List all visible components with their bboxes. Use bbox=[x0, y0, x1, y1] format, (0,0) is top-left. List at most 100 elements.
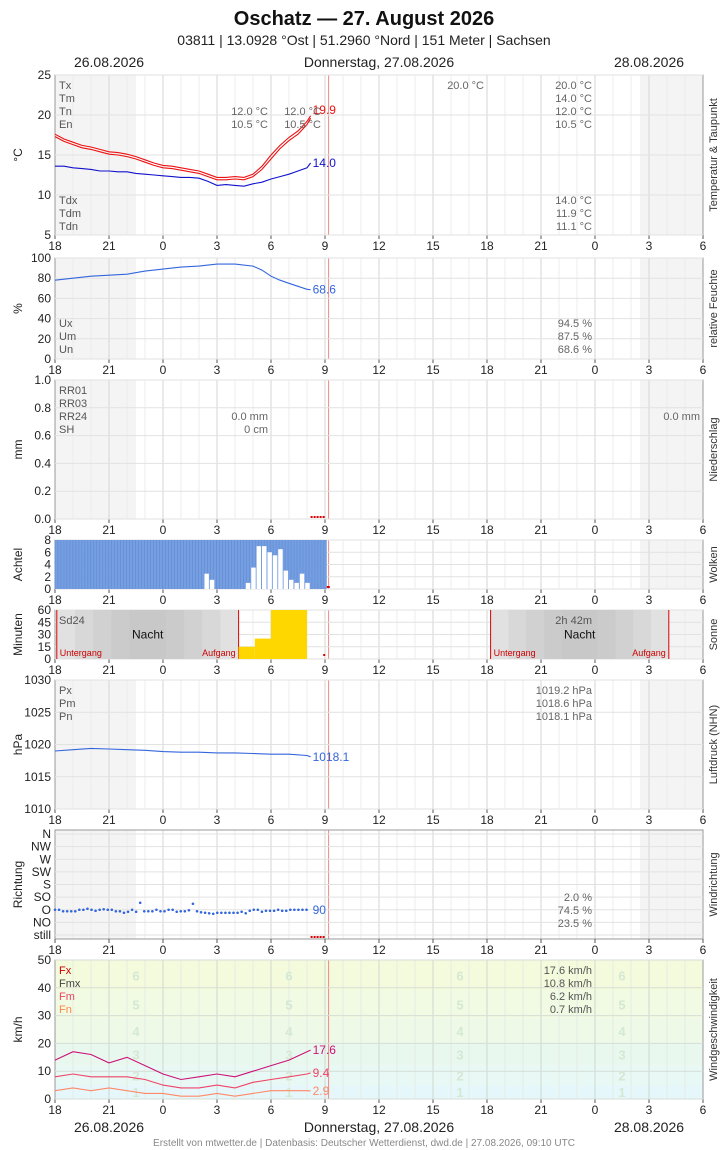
pressure-stat-label: Pm bbox=[59, 698, 76, 710]
wind-direction-point bbox=[82, 908, 85, 912]
temperature-stat-label: Tm bbox=[59, 93, 75, 105]
precipitation-night-shade-right bbox=[640, 380, 703, 519]
sunshine-y-axis-label: Minuten bbox=[11, 613, 25, 656]
sunshine-night1-night-gradient bbox=[202, 610, 221, 659]
pressure-x-tick-label: 0 bbox=[160, 813, 167, 827]
temperature-y-tick-label: 5 bbox=[44, 228, 51, 242]
wind_direction-x-tick-label: 6 bbox=[268, 943, 275, 957]
clouds-x-tick-label: 6 bbox=[268, 593, 275, 607]
wind-speed-beaufort-number: 1 bbox=[618, 1085, 625, 1100]
wind-direction-point bbox=[215, 911, 219, 915]
sunshine-bar bbox=[271, 610, 307, 659]
humidity-x-tick-label: 0 bbox=[160, 363, 167, 377]
wind_direction-x-tick-label: 0 bbox=[160, 943, 167, 957]
clouds-clear-gap bbox=[272, 555, 278, 589]
precipitation-day3-rain: 0.0 mm bbox=[663, 411, 700, 423]
wind-direction-missing-marker bbox=[310, 936, 313, 938]
wind-direction-point bbox=[134, 910, 138, 914]
pressure-stat-label: Pn bbox=[59, 711, 72, 723]
wind-direction-point bbox=[61, 909, 65, 913]
wind-direction-point bbox=[272, 909, 276, 913]
wind-speed-stat-label: Fx bbox=[59, 965, 72, 977]
humidity-x-tick-label: 6 bbox=[268, 363, 275, 377]
clouds-clear-gap bbox=[209, 579, 215, 589]
wind-speed-stat-label: Fm bbox=[59, 991, 75, 1003]
wind-speed-beaufort-number: 3 bbox=[285, 1048, 292, 1063]
date-right-bottom: 28.08.2026 bbox=[614, 1119, 684, 1135]
wind-direction-point bbox=[138, 901, 142, 905]
wind_direction-x-tick-label: 21 bbox=[102, 943, 116, 957]
clouds-x-tick-label: 0 bbox=[592, 593, 599, 607]
clouds-y-tick-label: 6 bbox=[44, 545, 51, 559]
humidity-x-tick-label: 21 bbox=[534, 363, 548, 377]
wind-direction-point bbox=[276, 908, 280, 912]
wind-speed-beaufort-number: 6 bbox=[132, 968, 139, 983]
pressure-y-tick-label: 1015 bbox=[24, 770, 51, 784]
wind-direction-missing-marker bbox=[319, 936, 322, 938]
clouds-clear-gap bbox=[294, 582, 299, 589]
wind-direction-point bbox=[98, 908, 101, 912]
wind-direction-point bbox=[73, 909, 77, 913]
humidity-y-tick-label: 100 bbox=[31, 251, 51, 265]
humidity-stat-value: 94.5 % bbox=[558, 318, 592, 330]
pressure-x-tick-label: 18 bbox=[48, 813, 62, 827]
temperature-x-tick-label: 0 bbox=[592, 239, 599, 253]
humidity-stat-value: 87.5 % bbox=[558, 331, 592, 343]
sunshine-night2-night-gradient bbox=[650, 610, 670, 659]
clouds-x-tick-label: 18 bbox=[48, 593, 62, 607]
humidity-x-tick-label: 3 bbox=[646, 363, 653, 377]
clouds-missing-marker bbox=[326, 586, 330, 588]
wind-speed-beaufort-number: 6 bbox=[618, 968, 625, 983]
sunshine-night1-night-gradient bbox=[184, 610, 203, 659]
sunshine-x-tick-label: 9 bbox=[322, 663, 329, 677]
sunshine-night2-night-gradient bbox=[526, 610, 545, 659]
wind-direction-point bbox=[69, 909, 73, 913]
wind-direction-point bbox=[236, 911, 239, 915]
humidity-stat-value: 68.6 % bbox=[558, 344, 592, 356]
precipitation-x-tick-label: 6 bbox=[268, 523, 275, 537]
pressure-x-tick-label: 6 bbox=[268, 813, 275, 827]
precipitation-x-tick-label: 21 bbox=[102, 523, 116, 537]
humidity-x-tick-label: 12 bbox=[372, 363, 386, 377]
precipitation-y-tick-label: 0.0 bbox=[34, 512, 51, 526]
wind-speed-stat-value: 17.6 km/h bbox=[544, 965, 592, 977]
precipitation-y-tick-label: 1.0 bbox=[34, 373, 51, 387]
temperature-stat-day2: 12.0 °C bbox=[284, 106, 321, 118]
sunshine-night1-night-gradient bbox=[93, 610, 112, 659]
clouds-clear-gap bbox=[204, 573, 209, 589]
wind-speed-stat-value: 6.2 km/h bbox=[550, 991, 592, 1003]
wind-direction-stat-value: 2.0 % bbox=[564, 892, 592, 904]
humidity-night-shade-right bbox=[640, 258, 703, 359]
sunshine-x-tick-label: 21 bbox=[102, 663, 116, 677]
wind_direction-x-tick-label: 21 bbox=[534, 943, 548, 957]
precipitation-x-tick-label: 15 bbox=[426, 523, 440, 537]
wind-direction-y-tick-label: W bbox=[40, 852, 52, 866]
wind_speed-side-label: Windgeschwindigkeit bbox=[708, 978, 720, 1081]
precipitation-y-tick-label: 0.4 bbox=[34, 456, 51, 470]
temperature-x-tick-label: 12 bbox=[372, 239, 386, 253]
wind-speed-beaufort-number: 4 bbox=[456, 1024, 464, 1039]
wind-direction-point bbox=[151, 909, 154, 913]
sunshine-x-tick-label: 3 bbox=[646, 663, 653, 677]
humidity-x-tick-label: 18 bbox=[480, 363, 494, 377]
precipitation-stat-label: SH bbox=[59, 424, 74, 436]
wind-speed-beaufort-number: 4 bbox=[618, 1024, 626, 1039]
clouds-y-tick-label: 0 bbox=[44, 582, 51, 596]
temperature-x-tick-label: 6 bbox=[268, 239, 275, 253]
wind-direction-point bbox=[256, 908, 260, 912]
precipitation-day1-rain: 0.0 mm bbox=[231, 411, 268, 423]
pressure-y-tick-label: 1010 bbox=[24, 802, 51, 816]
wind-direction-point bbox=[94, 909, 97, 913]
wind_direction-x-tick-label: 3 bbox=[646, 943, 653, 957]
sunshine-night2-night-gradient bbox=[579, 610, 599, 659]
date-left-bottom: 26.08.2026 bbox=[74, 1119, 144, 1135]
wind-direction-point bbox=[199, 910, 203, 914]
sunshine-bar bbox=[238, 646, 255, 659]
sunshine-night2-night-label: Nacht bbox=[564, 628, 596, 642]
wind-speed-beaufort-number: 5 bbox=[456, 997, 463, 1012]
wind_direction-y-axis-label: Richtung bbox=[11, 861, 25, 908]
temperature-side-label: Temperatur & Taupunkt bbox=[708, 98, 720, 212]
clouds-clear-gap bbox=[251, 567, 256, 589]
clouds-x-tick-label: 21 bbox=[534, 593, 548, 607]
wind-direction-y-tick-label: still bbox=[34, 928, 51, 942]
